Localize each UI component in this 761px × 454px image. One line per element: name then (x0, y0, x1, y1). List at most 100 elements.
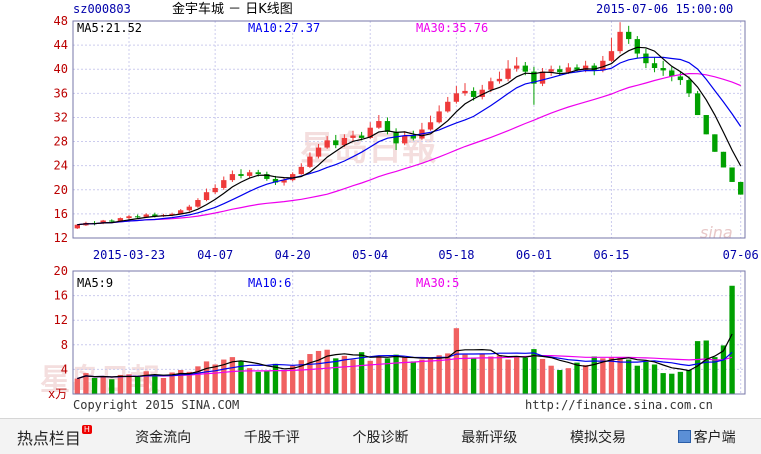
chart-title: 金宇车城 － 日K线图 (172, 1, 293, 17)
volume-unit-label: x万 (48, 387, 67, 401)
candle-up (126, 216, 132, 219)
ma10-line (77, 56, 742, 226)
date-tick-label: 05-04 (352, 248, 388, 262)
volume-bar-up (600, 358, 606, 394)
candle-down (384, 121, 391, 132)
volume-ma5-line (77, 333, 733, 380)
nav-client-app[interactable]: 客户端 (652, 427, 761, 447)
volume-bar-down (384, 358, 391, 394)
candle-down (694, 93, 701, 116)
nav-latest-ratings-label: 最新评级 (461, 429, 518, 446)
volume-bar-up (367, 360, 373, 394)
candle-down (669, 70, 675, 77)
candle-up (462, 90, 468, 94)
nav-stock-diagnosis-label: 个股诊断 (352, 429, 409, 446)
volume-bar-down (660, 373, 666, 394)
volume-ma10-line (77, 351, 733, 380)
date-tick-label: 04-20 (275, 248, 311, 262)
candle-up (565, 67, 572, 73)
price-tick-label: 12 (54, 231, 68, 245)
candle-up (203, 192, 210, 201)
date-tick-label: 04-07 (197, 248, 233, 262)
candle-up (505, 68, 511, 79)
candle-up (307, 156, 313, 167)
candle-down (626, 31, 632, 40)
volume-bar-down (720, 345, 727, 394)
volume-y-axis: 4 8 12 16 20 (54, 264, 68, 376)
chart-datetime: 2015-07-06 15:00:00 (596, 2, 733, 16)
volume-bar-down (643, 362, 649, 394)
candle-up (186, 206, 192, 211)
candle-up (117, 218, 124, 222)
kline-chart: 星岛日報 星岛日報 sina sz000803 金宇车城 － 日K线图 2015… (40, 1, 759, 412)
client-app-icon (677, 429, 691, 443)
volume-bar-up (505, 359, 511, 394)
candle-down (255, 172, 261, 175)
nav-stock-diagnosis[interactable]: 个股诊断 (326, 427, 435, 447)
candle-up (143, 214, 149, 217)
candle-down (470, 90, 477, 97)
volume-bar-up (83, 373, 89, 394)
price-tick-label: 48 (54, 14, 68, 28)
nav-latest-ratings[interactable]: 最新评级 (435, 427, 544, 447)
price-ma10-label: MA10:27.37 (248, 21, 320, 35)
candle-up (195, 200, 201, 207)
candle-down (134, 216, 141, 218)
volume-bar-up (117, 374, 124, 394)
volume-bar-up (298, 360, 304, 394)
volume-bar-up (496, 355, 503, 394)
ma30-line (77, 72, 741, 226)
volume-bar-down (669, 373, 675, 394)
candle-down (720, 151, 727, 168)
volume-bar-up (617, 357, 623, 394)
volume-ma-lines (77, 333, 733, 380)
nav-fund-flow[interactable]: 资金流向 (109, 427, 218, 447)
volume-bar-down (591, 356, 597, 394)
volume-bar-up (350, 359, 356, 394)
volume-bar-down (694, 341, 701, 394)
price-y-axis: 12 16 20 24 28 32 36 40 44 48 (54, 14, 68, 245)
volume-bar-up (307, 354, 313, 394)
volume-tick-label: 4 (61, 362, 68, 376)
date-tick-label: 06-01 (516, 248, 552, 262)
volume-tick-label: 12 (54, 313, 68, 327)
volume-bar-down (651, 364, 658, 394)
candle-up (281, 180, 287, 183)
volume-bar-up (462, 354, 468, 394)
volume-bars (74, 285, 735, 394)
candle-down (591, 65, 597, 71)
volume-bar-up (539, 358, 546, 394)
candle-up (315, 147, 322, 157)
candle-up (367, 127, 373, 138)
candle-down (738, 181, 744, 195)
volume-bar-up (582, 365, 589, 394)
candle-down (531, 71, 537, 84)
volume-bar-up (100, 376, 106, 394)
volume-bar-up (178, 370, 184, 394)
candle-down (410, 135, 416, 139)
volume-bar-up (445, 353, 451, 394)
candle-down (729, 167, 735, 182)
nav-stock-reviews[interactable]: 千股千评 (217, 427, 326, 447)
volume-bar-up (479, 354, 485, 394)
candle-down (557, 69, 563, 73)
volume-bar-down (470, 357, 477, 394)
price-ma30-label: MA30:35.76 (416, 21, 488, 35)
candle-up (608, 51, 615, 61)
volume-bar-up (195, 366, 201, 394)
volume-bar-up (427, 357, 434, 394)
source-url[interactable]: http://finance.sina.com.cn (525, 398, 713, 412)
candle-down (634, 39, 640, 54)
candle-up (427, 122, 434, 130)
nav-hot-topics[interactable]: 热点栏目 H (0, 424, 109, 449)
volume-bar-down (358, 352, 365, 394)
volume-bar-down (677, 371, 684, 394)
volume-bar-up (315, 350, 322, 394)
volume-bar-up (143, 371, 149, 394)
volume-bar-up (160, 378, 167, 394)
nav-simulated-trading[interactable]: 模拟交易 (544, 427, 653, 447)
candle-down (712, 134, 718, 152)
volume-bar-down (152, 375, 158, 394)
candle-down (152, 214, 158, 217)
volume-bar-down (531, 349, 537, 394)
